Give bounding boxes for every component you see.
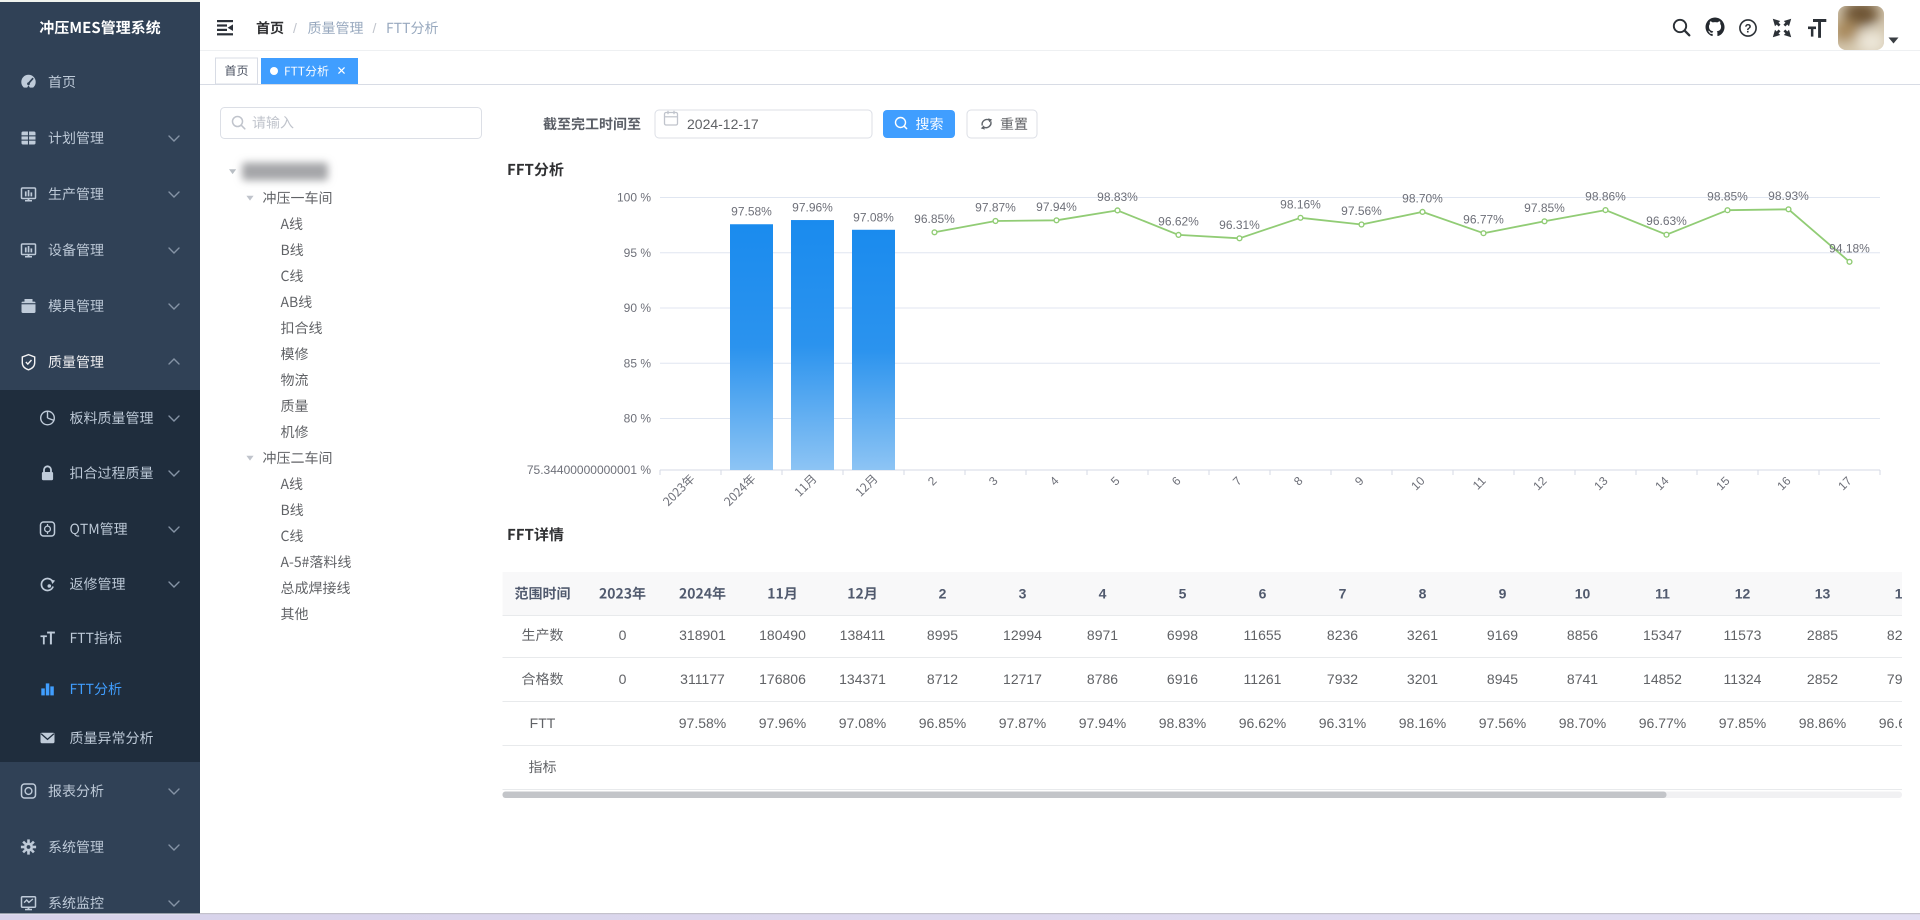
svg-text:97.85%: 97.85% [1719, 715, 1766, 731]
svg-text:98.70%: 98.70% [1559, 715, 1606, 731]
svg-text:97.87%: 97.87% [999, 715, 1046, 731]
svg-text:7958: 7958 [1887, 671, 1918, 687]
svg-text:97.87%: 97.87% [975, 201, 1016, 215]
svg-text:96.63%: 96.63% [1646, 214, 1687, 228]
svg-text:8786: 8786 [1087, 671, 1118, 687]
svg-text:8236: 8236 [1327, 627, 1358, 643]
svg-text:11655: 11655 [1244, 627, 1282, 643]
svg-text:98.16%: 98.16% [1280, 197, 1321, 211]
svg-text:12994: 12994 [1003, 627, 1042, 643]
svg-text:8741: 8741 [1567, 671, 1598, 687]
svg-text:8995: 8995 [927, 627, 958, 643]
svg-text:3201: 3201 [1407, 671, 1438, 687]
svg-text:176806: 176806 [759, 671, 806, 687]
svg-text:97.96%: 97.96% [792, 201, 833, 215]
svg-text:8856: 8856 [1567, 627, 1598, 643]
svg-text:80 %: 80 % [624, 412, 652, 426]
svg-text:98.85%: 98.85% [1707, 190, 1748, 204]
svg-text:97.56%: 97.56% [1341, 204, 1382, 218]
svg-text:8945: 8945 [1487, 671, 1518, 687]
svg-text:134371: 134371 [839, 671, 886, 687]
svg-text:96.62%: 96.62% [1158, 214, 1199, 228]
svg-text:0: 0 [619, 627, 627, 643]
svg-text:96.85%: 96.85% [919, 715, 966, 731]
svg-text:7: 7 [1339, 586, 1347, 602]
svg-text:9169: 9169 [1487, 627, 1518, 643]
svg-text:100 %: 100 % [617, 191, 651, 205]
svg-text:7932: 7932 [1327, 671, 1358, 687]
svg-text:94.18%: 94.18% [1829, 241, 1870, 255]
svg-text:180490: 180490 [759, 627, 806, 643]
svg-text:6916: 6916 [1167, 671, 1198, 687]
svg-text:97.08%: 97.08% [839, 715, 886, 731]
svg-text:12717: 12717 [1003, 671, 1042, 687]
svg-text:2024-12-17: 2024-12-17 [687, 116, 759, 132]
svg-text:3: 3 [1019, 586, 1027, 602]
svg-text:?: ? [1744, 23, 1751, 35]
svg-text:11261: 11261 [1244, 671, 1282, 687]
svg-text:4: 4 [1099, 586, 1107, 602]
svg-text:96.63%: 96.63% [1879, 715, 1920, 731]
svg-text:96.62%: 96.62% [1239, 715, 1286, 731]
svg-text:8712: 8712 [927, 671, 958, 687]
svg-text:318901: 318901 [679, 627, 726, 643]
svg-text:98.86%: 98.86% [1799, 715, 1846, 731]
svg-text:85 %: 85 % [624, 356, 652, 370]
svg-text:11573: 11573 [1724, 627, 1762, 643]
svg-text:97.94%: 97.94% [1079, 715, 1126, 731]
svg-text:98.93%: 98.93% [1768, 189, 1809, 203]
svg-text:8235: 8235 [1887, 627, 1918, 643]
svg-text:2: 2 [939, 586, 947, 602]
svg-text:98.86%: 98.86% [1585, 190, 1626, 204]
svg-text:5: 5 [1179, 586, 1187, 602]
svg-text:95 %: 95 % [624, 246, 652, 260]
svg-text:98.16%: 98.16% [1399, 715, 1446, 731]
svg-text:138411: 138411 [840, 627, 886, 643]
svg-text:97.96%: 97.96% [759, 715, 806, 731]
svg-text:97.08%: 97.08% [853, 210, 894, 224]
svg-text:96.77%: 96.77% [1463, 213, 1504, 227]
svg-text:3261: 3261 [1407, 627, 1438, 643]
svg-text:98.83%: 98.83% [1097, 190, 1138, 204]
svg-text:97.85%: 97.85% [1524, 201, 1565, 215]
svg-text:96.31%: 96.31% [1319, 715, 1366, 731]
svg-text:8971: 8971 [1087, 627, 1118, 643]
svg-text:/: / [373, 20, 377, 36]
svg-text:97.58%: 97.58% [731, 205, 772, 219]
svg-text:11324: 11324 [1724, 671, 1762, 687]
svg-text:98.83%: 98.83% [1159, 715, 1206, 731]
svg-text:FTT: FTT [530, 715, 556, 731]
svg-text:97.58%: 97.58% [679, 715, 726, 731]
svg-text:97.94%: 97.94% [1036, 200, 1077, 214]
svg-text:15347: 15347 [1643, 627, 1682, 643]
svg-text:14852: 14852 [1643, 671, 1682, 687]
svg-text:10: 10 [1575, 586, 1591, 602]
svg-text:96.77%: 96.77% [1639, 715, 1686, 731]
svg-text:75.34400000000001 %: 75.34400000000001 % [527, 463, 651, 477]
svg-text:90 %: 90 % [624, 301, 652, 315]
svg-text:0: 0 [619, 671, 627, 687]
svg-text:11: 11 [1655, 586, 1670, 602]
svg-text:2885: 2885 [1807, 627, 1838, 643]
svg-text:6: 6 [1259, 586, 1267, 602]
svg-text:14: 14 [1895, 586, 1911, 602]
svg-text:13: 13 [1815, 586, 1831, 602]
svg-text:/: / [293, 20, 297, 36]
svg-text:8: 8 [1419, 586, 1427, 602]
svg-text:2852: 2852 [1807, 671, 1838, 687]
svg-text:311177: 311177 [680, 671, 725, 687]
svg-text:98.70%: 98.70% [1402, 191, 1443, 205]
svg-text:9: 9 [1499, 586, 1507, 602]
svg-text:96.31%: 96.31% [1219, 218, 1260, 232]
svg-text:12: 12 [1735, 586, 1751, 602]
svg-text:6998: 6998 [1167, 627, 1198, 643]
svg-text:96.85%: 96.85% [914, 212, 955, 226]
svg-text:97.56%: 97.56% [1479, 715, 1526, 731]
